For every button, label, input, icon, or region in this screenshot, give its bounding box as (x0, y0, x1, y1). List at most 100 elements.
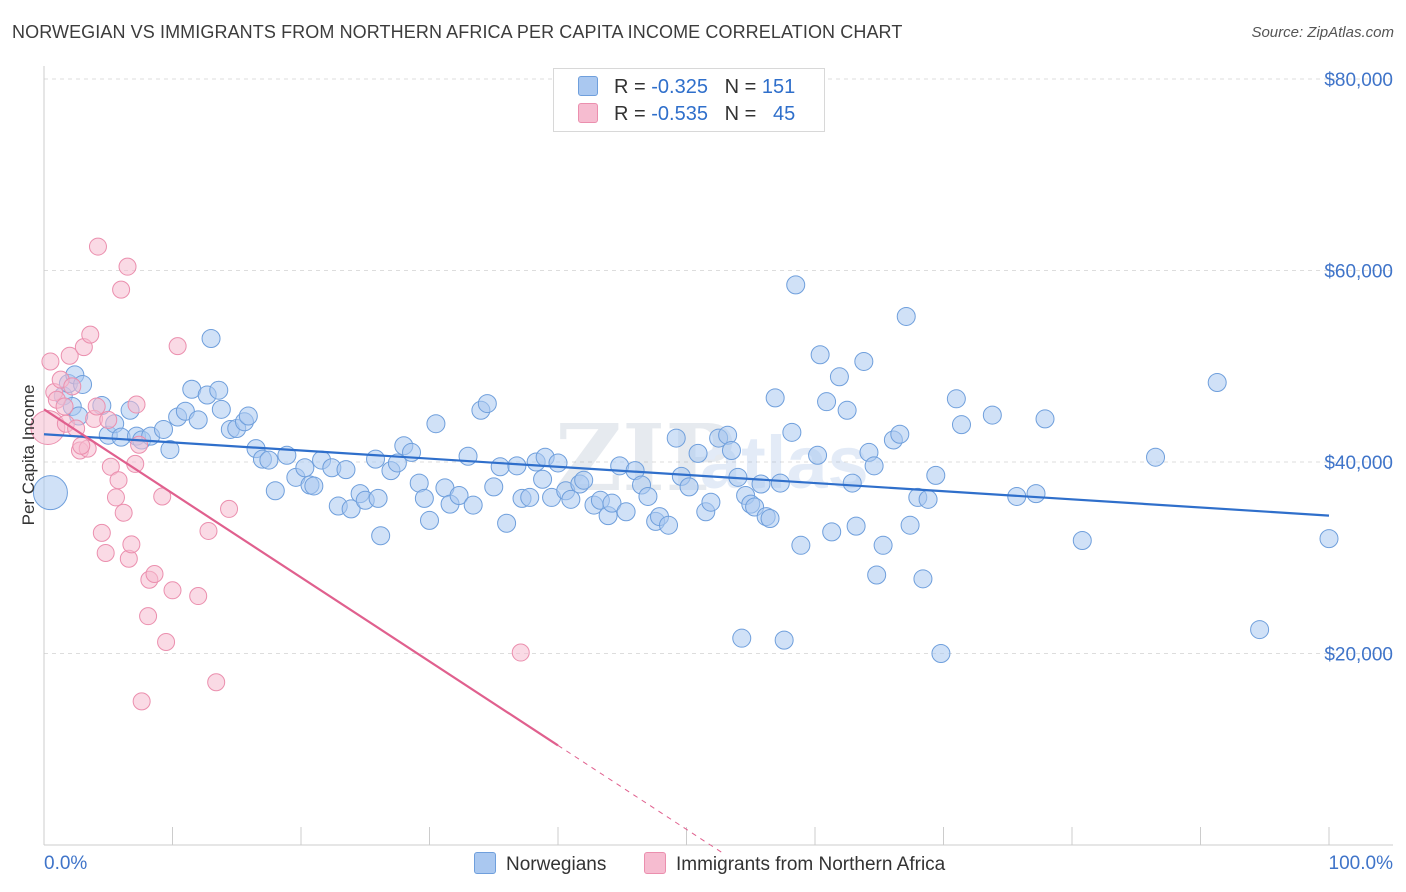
norwegians-point (368, 488, 388, 508)
immigrants-point (153, 487, 172, 506)
bottom-legend-swatch-blue (474, 852, 496, 874)
immigrants-point (220, 499, 239, 518)
norwegians-point (688, 443, 708, 463)
immigrants-point (106, 488, 125, 507)
immigrants-point (157, 633, 176, 652)
norwegians-point (160, 440, 180, 460)
norwegians-point (765, 388, 785, 408)
norwegians-point (188, 410, 208, 430)
bottom-legend-label: Immigrants from Northern Africa (676, 854, 946, 875)
norwegians-point (336, 460, 356, 480)
norwegians-point (201, 328, 221, 348)
immigrants-trend-line (43, 408, 559, 747)
immigrants-point (122, 535, 141, 554)
norwegians-point (366, 449, 386, 469)
norwegians-point (864, 456, 884, 476)
norwegians-point (32, 475, 68, 511)
norwegians-point (842, 473, 862, 493)
norwegians-point (890, 424, 910, 444)
norwegians-point (918, 489, 938, 509)
legend-swatch-blue (578, 76, 598, 96)
bottom-legend-swatch-pink (644, 852, 666, 874)
norwegians-point (371, 526, 391, 546)
legend-r-label: R = (614, 103, 646, 125)
norwegians-point (426, 414, 446, 434)
norwegians-point (414, 488, 434, 508)
norwegians-point (1035, 409, 1055, 429)
norwegians-trend-line (43, 433, 1330, 517)
norwegians-point (154, 419, 174, 439)
norwegians-point (760, 508, 780, 528)
norwegians-point (873, 535, 893, 555)
norwegians-point (295, 458, 315, 478)
trend-lines (43, 408, 1330, 855)
y-tick-label: $80,000 (1324, 70, 1393, 91)
norwegians-point (846, 516, 866, 536)
immigrants-point (72, 436, 91, 455)
norwegians-point (679, 477, 699, 497)
norwegians-point (721, 441, 741, 461)
norwegians-point (931, 644, 951, 663)
immigrants-point (163, 581, 182, 600)
norwegians-point (701, 492, 721, 512)
bottom-legend-immigrants: Immigrants from Northern Africa (644, 852, 945, 876)
norwegians-point (770, 473, 790, 493)
immigrants-point (87, 397, 106, 416)
norwegians-point (786, 275, 806, 295)
norwegians-point (211, 399, 231, 419)
legend-r-label: R = (614, 76, 646, 98)
bottom-legend-norwegians: Norwegians (474, 852, 606, 876)
y-tick-labels: $20,000 $40,000 $60,000 $80,000 (1324, 70, 1393, 666)
gridlines (44, 78, 1393, 654)
norwegians-point (477, 394, 497, 414)
norwegians-points (32, 275, 1339, 663)
norwegians-point (808, 445, 828, 465)
immigrants-point (55, 397, 74, 416)
source-label: Source: ZipAtlas.com (1251, 24, 1394, 41)
immigrants-point (511, 643, 530, 662)
norwegians-point (449, 486, 469, 506)
immigrants-point (118, 257, 137, 276)
norwegians-point (791, 535, 811, 555)
norwegians-point (810, 345, 830, 365)
norwegians-point (982, 405, 1002, 425)
norwegians-point (304, 476, 324, 496)
immigrants-point (112, 280, 131, 299)
norwegians-point (490, 457, 510, 477)
norwegians-point (837, 400, 857, 420)
norwegians-point (520, 487, 540, 507)
norwegians-point (751, 474, 771, 494)
immigrants-point (132, 692, 151, 711)
norwegians-point (854, 351, 874, 371)
chart-title: NORWEGIAN VS IMMIGRANTS FROM NORTHERN AF… (12, 22, 903, 42)
norwegians-point (822, 522, 842, 542)
norwegians-point (548, 453, 568, 473)
immigrants-trend-extension (557, 745, 726, 855)
immigrants-point (109, 471, 128, 490)
immigrants-point (99, 410, 118, 429)
immigrants-point (207, 673, 226, 692)
norwegians-point (533, 469, 553, 489)
norwegians-point (817, 392, 837, 412)
norwegians-point (259, 450, 279, 470)
norwegians-point (638, 486, 658, 506)
immigrants-point (114, 503, 133, 522)
norwegians-point (420, 510, 439, 530)
norwegians-point (561, 489, 581, 509)
norwegians-point (484, 477, 504, 497)
legend-n-value: 151 (761, 76, 796, 98)
norwegians-point (1072, 531, 1092, 551)
legend-swatch-pink (578, 103, 598, 123)
norwegians-point (574, 470, 594, 490)
norwegians-point (946, 389, 966, 409)
norwegians-point (387, 453, 407, 473)
y-axis-label: Per Capita Income (19, 385, 38, 526)
legend-r-value: -0.325 (651, 76, 708, 98)
norwegians-point (782, 422, 802, 442)
norwegians-point (238, 406, 258, 426)
correlation-legend: R = -0.325 N = 151 R = -0.535 N = 45 (553, 68, 825, 132)
norwegians-point (1026, 484, 1046, 504)
legend-n-label: N = (724, 76, 757, 98)
legend-n-label: N = (724, 103, 757, 125)
